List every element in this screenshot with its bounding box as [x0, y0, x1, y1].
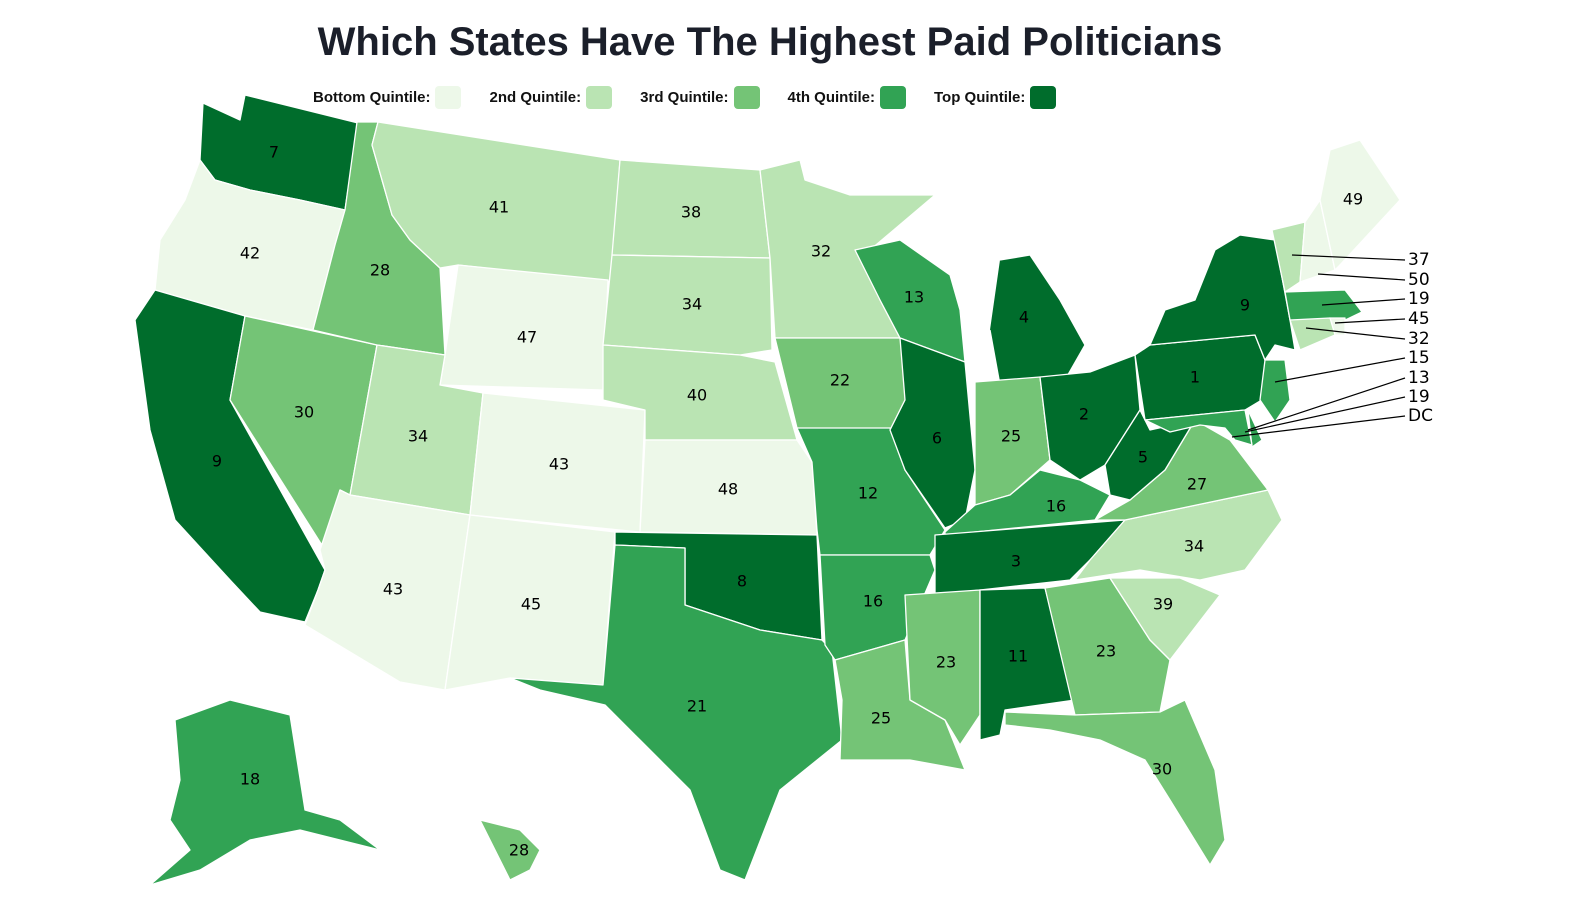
state-MI[interactable]: [989, 254, 1086, 386]
state-rank-label: 27: [1187, 475, 1207, 494]
legend-item: Bottom Quintile:: [313, 86, 462, 109]
state-rank-label: 21: [687, 697, 707, 716]
state-rank-label: 40: [687, 386, 707, 405]
legend-label: 4th Quintile:: [787, 89, 876, 106]
state-rank-label: 30: [1152, 760, 1172, 779]
state-rank-label: 25: [871, 709, 891, 728]
state-IL[interactable]: [889, 337, 976, 529]
state-HI[interactable]: [479, 819, 541, 881]
state-rank-label: 8: [737, 572, 747, 591]
state-rank-label: 9: [1240, 296, 1250, 315]
state-rank-label: 1: [1190, 368, 1200, 387]
callout-rank-label: 19: [1408, 387, 1430, 407]
legend-swatch: [733, 86, 760, 109]
callout-line: [1231, 415, 1406, 438]
legend-item: 2nd Quintile:: [489, 86, 613, 109]
state-rank-label: 9: [212, 452, 222, 471]
state-rank-label: 49: [1343, 190, 1363, 209]
legend-label: Top Quintile:: [934, 89, 1026, 106]
callout-rank-label: 32: [1408, 329, 1430, 349]
state-PA[interactable]: [1134, 334, 1271, 421]
state-ME[interactable]: [1319, 139, 1401, 271]
state-rank-label: 34: [682, 295, 702, 314]
state-rank-label: 3: [1011, 552, 1021, 571]
state-MA[interactable]: [1284, 289, 1363, 326]
state-rank-label: 18: [240, 770, 260, 789]
callout-line: [1244, 396, 1406, 433]
state-rank-label: 32: [811, 242, 831, 261]
state-rank-label: 28: [509, 841, 529, 860]
state-rank-label: 47: [517, 328, 537, 347]
state-rank-label: 4: [1019, 308, 1029, 327]
callout-rank-label: 37: [1408, 250, 1430, 270]
legend-swatch: [586, 86, 613, 109]
state-DE[interactable]: [1247, 409, 1263, 448]
state-rank-label: 23: [936, 653, 956, 672]
callout-rank-label: 45: [1408, 309, 1430, 329]
state-rank-label: 16: [1046, 497, 1066, 516]
state-rank-label: 5: [1138, 448, 1148, 467]
state-rank-label: 34: [408, 427, 428, 446]
legend-label: 2nd Quintile:: [489, 89, 582, 106]
legend-swatch: [435, 86, 462, 109]
state-rank-label: 13: [904, 288, 924, 307]
state-rank-label: 43: [549, 455, 569, 474]
legend: Bottom Quintile: 2nd Quintile: 3rd Quintil…: [313, 86, 1084, 109]
state-rank-label: 39: [1153, 595, 1173, 614]
callout-line: [1247, 377, 1406, 431]
state-rank-label: 42: [240, 244, 260, 263]
callout-rank-label: 19: [1408, 289, 1430, 309]
callout-line: [1334, 318, 1406, 324]
legend-item: Top Quintile:: [934, 86, 1057, 109]
state-rank-label: 45: [521, 595, 541, 614]
state-AK[interactable]: [149, 699, 381, 886]
state-rank-label: 23: [1096, 642, 1116, 661]
state-MD[interactable]: [1144, 409, 1253, 446]
state-SC[interactable]: [1109, 577, 1221, 661]
callout-rank-label: 13: [1408, 368, 1430, 388]
legend-label: Bottom Quintile:: [313, 89, 431, 106]
state-rank-label: 2: [1079, 405, 1089, 424]
state-rank-label: 25: [1001, 427, 1021, 446]
legend-item: 3rd Quintile:: [640, 86, 760, 109]
callout-line: [1317, 273, 1406, 281]
state-rank-label: 41: [489, 198, 509, 217]
state-FL[interactable]: [1004, 699, 1226, 866]
state-rank-label: 11: [1008, 647, 1028, 666]
state-rank-label: 34: [1184, 537, 1204, 556]
state-CT[interactable]: [1289, 317, 1336, 351]
state-LA[interactable]: [834, 639, 966, 771]
callout-rank-label: 50: [1408, 270, 1430, 290]
state-TN[interactable]: [934, 519, 1126, 596]
state-rank-label: 48: [718, 480, 738, 499]
state-rank-label: 28: [370, 261, 390, 280]
callout-line: [1274, 357, 1406, 383]
state-rank-label: 43: [383, 580, 403, 599]
state-TX[interactable]: [509, 544, 843, 881]
state-rank-label: 6: [932, 429, 942, 448]
state-SD[interactable]: [602, 254, 773, 356]
callout-line: [1321, 298, 1406, 306]
map-title: Which States Have The Highest Paid Polit…: [317, 20, 1223, 64]
legend-swatch: [1030, 86, 1057, 109]
state-rank-label: 30: [294, 403, 314, 422]
state-WV[interactable]: [1104, 409, 1196, 501]
legend-label: 3rd Quintile:: [640, 89, 729, 106]
state-WY[interactable]: [439, 264, 609, 391]
state-rank-label: 38: [681, 203, 701, 222]
legend-swatch: [880, 86, 906, 109]
dc-label: DC: [1408, 406, 1433, 426]
callout-line: [1291, 254, 1406, 261]
state-rank-label: 16: [863, 592, 883, 611]
state-WI[interactable]: [854, 239, 966, 363]
state-rank-label: 7: [269, 143, 279, 162]
state-rank-label: 22: [830, 371, 850, 390]
state-rank-label: 12: [858, 484, 878, 503]
callout-line: [1305, 327, 1406, 340]
legend-item: 4th Quintile:: [787, 86, 906, 109]
callout-rank-label: 15: [1408, 348, 1430, 368]
state-NJ[interactable]: [1259, 359, 1291, 423]
